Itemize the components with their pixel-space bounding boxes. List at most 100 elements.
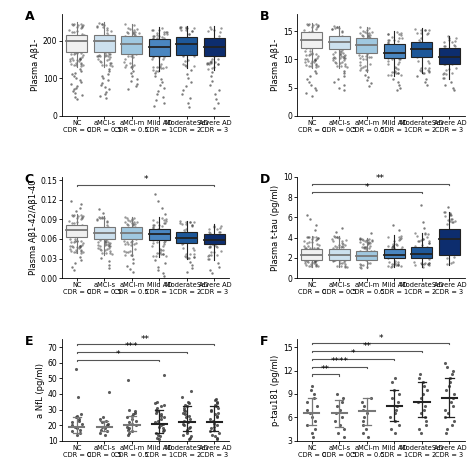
Point (388, 55, 395, 63)
Point (186, 434, 194, 441)
Point (123, 28, 130, 36)
Point (188, 45, 195, 53)
Point (214, 61, 222, 68)
Point (210, 248, 218, 255)
Point (123, 33, 130, 41)
Point (186, 250, 194, 258)
Point (163, 28, 171, 36)
Point (419, 263, 427, 271)
Point (154, 31, 161, 39)
Point (314, 37, 321, 45)
Point (129, 53, 137, 60)
Point (301, 40, 309, 48)
Point (364, 264, 371, 271)
Point (356, 260, 363, 268)
Point (362, 40, 370, 48)
Point (97, 246, 105, 254)
Point (156, 63, 164, 70)
Point (389, 53, 396, 61)
Point (439, 75, 447, 82)
Point (333, 402, 341, 410)
Point (441, 414, 448, 421)
Point (337, 251, 344, 259)
Point (69, 88, 76, 95)
Point (79, 239, 87, 247)
Point (76, 253, 84, 261)
Point (181, 228, 189, 236)
Bar (384, 44, 405, 58)
Point (425, 60, 433, 67)
Point (364, 51, 371, 58)
Point (411, 46, 419, 54)
Point (76, 54, 84, 62)
Point (160, 30, 168, 38)
Point (213, 436, 221, 443)
Point (389, 242, 396, 250)
Point (104, 223, 111, 230)
Point (440, 239, 447, 247)
Text: ****: **** (330, 357, 348, 366)
Point (185, 234, 192, 241)
Point (441, 406, 449, 413)
Point (79, 37, 87, 45)
Point (154, 263, 162, 270)
Point (98, 227, 105, 234)
Point (329, 38, 337, 46)
Point (149, 35, 157, 42)
Point (210, 52, 218, 59)
Point (214, 404, 222, 412)
Point (340, 55, 348, 62)
Point (368, 237, 375, 244)
Point (67, 80, 75, 88)
Point (71, 46, 79, 54)
Point (99, 79, 106, 86)
Point (368, 28, 376, 36)
Bar (66, 35, 87, 52)
Point (134, 44, 141, 52)
Point (177, 26, 185, 34)
Point (394, 261, 402, 269)
Point (77, 50, 85, 57)
Point (107, 34, 115, 41)
Point (365, 54, 373, 61)
Point (367, 79, 374, 87)
Point (100, 23, 107, 31)
Point (190, 35, 198, 43)
Point (338, 58, 346, 65)
Point (394, 261, 402, 269)
Point (364, 29, 371, 37)
Point (204, 39, 212, 46)
Point (185, 255, 192, 262)
Point (159, 425, 166, 432)
Point (448, 371, 456, 378)
Point (105, 50, 112, 58)
Point (105, 240, 112, 247)
Point (213, 412, 220, 419)
Point (394, 258, 402, 265)
Point (128, 219, 136, 227)
Point (154, 49, 161, 56)
Point (212, 242, 220, 249)
Point (310, 37, 318, 45)
Point (422, 421, 430, 429)
Point (391, 418, 399, 425)
Point (340, 52, 347, 60)
Point (336, 421, 343, 429)
Point (125, 225, 133, 232)
Point (449, 219, 456, 226)
Point (99, 209, 107, 217)
Point (65, 26, 73, 34)
Point (341, 254, 349, 262)
Point (133, 26, 141, 33)
Point (102, 237, 110, 245)
Y-axis label: a NfL (pg/ml): a NfL (pg/ml) (36, 363, 45, 418)
Point (78, 23, 85, 31)
Point (384, 38, 392, 46)
Point (103, 235, 110, 242)
Point (209, 45, 216, 52)
Point (154, 88, 162, 95)
Point (441, 69, 448, 77)
Point (215, 86, 222, 94)
Point (161, 238, 168, 246)
Point (418, 29, 425, 36)
